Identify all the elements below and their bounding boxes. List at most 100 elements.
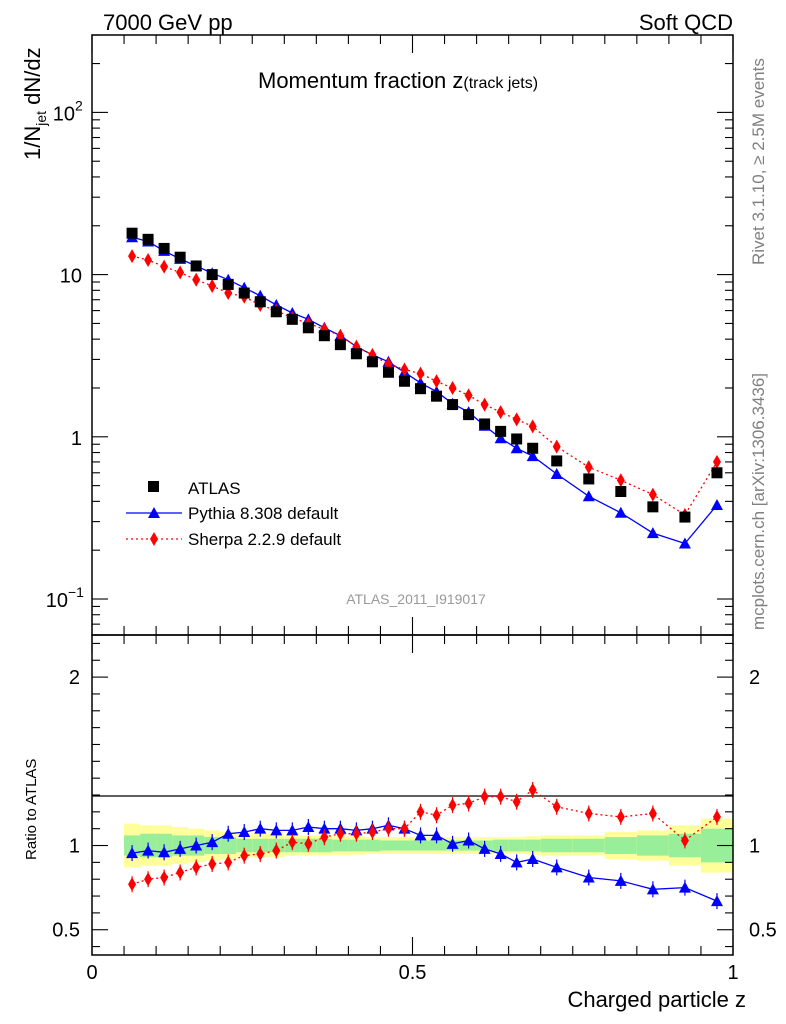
main-point-atlas	[254, 296, 266, 308]
ratio-point-pythia	[206, 836, 219, 848]
main-point-atlas	[318, 330, 330, 342]
ratio-band-stat	[428, 840, 445, 851]
legend-pythia-marker	[148, 507, 160, 518]
analysis-id: ATLAS_2011_I919017	[346, 591, 486, 607]
ratio-point-pythia	[302, 821, 315, 832]
x-tick-label: 1	[727, 962, 738, 984]
ratio-point-pythia	[678, 881, 691, 893]
ratio-point-pythia	[710, 895, 723, 907]
main-title-text: Momentum fraction z	[258, 68, 463, 93]
main-y-tick-label: 10	[46, 590, 68, 612]
ratio-y-tick-label-right: 0.5	[749, 920, 777, 942]
ratio-point-sherpa	[240, 848, 249, 863]
main-point-sherpa	[208, 279, 217, 294]
ratio-y-tick-label: 1	[69, 836, 80, 858]
y-axis-label-main: 1/N	[20, 126, 45, 160]
ratio-point-sherpa	[224, 855, 233, 870]
ratio-point-sherpa	[160, 870, 169, 885]
ratio-point-sherpa	[496, 789, 505, 804]
ratio-point-pythia	[270, 824, 283, 836]
ratio-point-sherpa	[400, 821, 409, 836]
ratio-point-pythia	[174, 842, 187, 854]
main-point-atlas	[447, 399, 459, 411]
main-point-pythia	[614, 506, 627, 518]
main-point-pythia	[550, 467, 563, 479]
main-point-sherpa	[192, 272, 201, 287]
main-point-atlas	[270, 306, 282, 318]
ratio-point-sherpa	[208, 857, 217, 872]
main-y-tick-label: 1	[71, 428, 82, 450]
ratio-point-sherpa	[128, 877, 137, 892]
main-point-atlas	[158, 242, 170, 254]
ratio-point-pythia	[430, 829, 443, 841]
legend-entry-pythia: Pythia 8.308 default	[126, 504, 339, 523]
main-point-atlas	[366, 356, 378, 368]
ratio-point-sherpa	[192, 860, 201, 875]
ratio-y-tick-label-right: 2	[749, 667, 760, 689]
main-point-atlas	[126, 227, 138, 239]
ratio-band-stat	[636, 835, 669, 856]
main-point-sherpa	[528, 419, 537, 434]
main-y-tick-label: 10	[53, 103, 75, 125]
y-axis-label: 1/Njet dN/dz	[20, 47, 49, 160]
main-point-sherpa	[496, 405, 505, 420]
ratio-band-stat	[572, 838, 605, 853]
ratio-point-sherpa	[368, 825, 377, 840]
legend-sherpa-marker	[150, 532, 158, 546]
main-point-sherpa	[416, 366, 425, 381]
ratio-band-stat	[412, 840, 429, 851]
y-axis-label-sub: jet	[33, 111, 49, 127]
main-point-atlas	[382, 366, 394, 378]
ratio-series-sherpa	[128, 781, 721, 893]
ratio-point-sherpa	[448, 798, 457, 813]
main-point-pythia	[526, 450, 539, 462]
main-title-sub: (track jets)	[463, 75, 538, 92]
ratio-point-pythia	[254, 822, 267, 834]
main-point-pythia	[646, 527, 659, 539]
main-point-atlas	[463, 409, 475, 421]
main-point-atlas	[527, 442, 539, 454]
main-point-atlas	[583, 473, 595, 485]
ratio-band-stat	[508, 839, 525, 852]
ratio-point-sherpa	[432, 808, 441, 823]
main-point-atlas	[551, 455, 563, 467]
ratio-point-sherpa	[256, 846, 265, 861]
main-point-sherpa	[448, 380, 457, 395]
ratio-y-tick-label-right: 1	[749, 836, 760, 858]
ratio-point-pythia	[510, 856, 523, 868]
ratio-point-sherpa	[304, 836, 313, 851]
ratio-band-stat	[492, 839, 509, 852]
ratio-point-pythia	[158, 846, 171, 858]
ratio-point-sherpa	[480, 789, 489, 804]
ratio-point-sherpa	[552, 799, 561, 814]
main-title: Momentum fraction z(track jets)	[258, 68, 538, 93]
main-point-sherpa	[128, 249, 137, 264]
ratio-panel: 0.5 0.5 1 1 2 2 0 0.5 1 Ratio to ATLAS Charged …	[23, 634, 777, 1012]
ratio-point-sherpa	[320, 830, 329, 845]
ratio-point-sherpa	[272, 843, 281, 858]
legend-pythia-label: Pythia 8.308 default	[188, 504, 339, 523]
ratio-point-pythia	[414, 829, 427, 841]
main-point-sherpa	[584, 460, 593, 475]
main-point-atlas	[415, 383, 427, 395]
main-point-atlas	[302, 322, 314, 334]
energy-label: 7000 GeV pp	[103, 10, 233, 35]
process-label: Soft QCD	[639, 10, 733, 35]
ratio-point-sherpa	[648, 806, 657, 821]
ratio-point-sherpa	[712, 809, 721, 824]
ratio-point-pythia	[318, 822, 331, 834]
main-point-atlas	[350, 348, 362, 360]
main-point-pythia	[710, 498, 723, 510]
ratio-band-stat	[380, 840, 397, 851]
ratio-point-pythia	[494, 847, 507, 859]
ratio-frame	[91, 634, 734, 956]
main-point-atlas	[511, 433, 523, 445]
main-point-sherpa	[176, 265, 185, 280]
ratio-band-stat	[524, 839, 541, 852]
ratio-band-stat	[236, 838, 253, 853]
ratio-point-sherpa	[384, 821, 393, 836]
main-point-atlas	[190, 260, 202, 272]
main-point-atlas	[398, 375, 410, 387]
ratio-point-pythia	[646, 883, 659, 895]
